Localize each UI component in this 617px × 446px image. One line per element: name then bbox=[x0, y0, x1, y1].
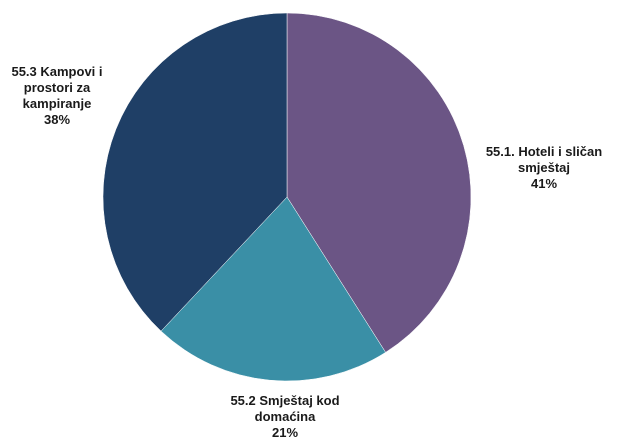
slice-label-line: prostori za bbox=[23, 80, 91, 95]
slice-label-line: 55.1. Hoteli i sličan bbox=[485, 144, 603, 159]
slice-label-line: 55.2 Smještaj kod bbox=[230, 393, 340, 408]
slice-label-line: smještaj bbox=[517, 160, 571, 175]
slice-value-label: 21% bbox=[271, 425, 299, 440]
slice-label-kampovi: 55.3 Kampovi i prostori za kampiranje 38… bbox=[2, 64, 112, 128]
slice-hoteli bbox=[286, 12, 472, 353]
slice-label-line: domaćina bbox=[254, 409, 316, 424]
slice-label-line: kampiranje bbox=[22, 96, 92, 111]
slice-label-hoteli: 55.1. Hoteli i sličan smještaj 41% bbox=[474, 144, 614, 192]
slice-label-domacini: 55.2 Smještaj kod domaćina 21% bbox=[210, 393, 360, 441]
slice-label-line: 55.3 Kampovi i bbox=[11, 64, 103, 79]
slice-value-label: 38% bbox=[43, 112, 71, 127]
slice-domacini bbox=[160, 196, 386, 382]
slice-value-label: 41% bbox=[530, 176, 558, 191]
slice-kampovi bbox=[102, 12, 288, 332]
